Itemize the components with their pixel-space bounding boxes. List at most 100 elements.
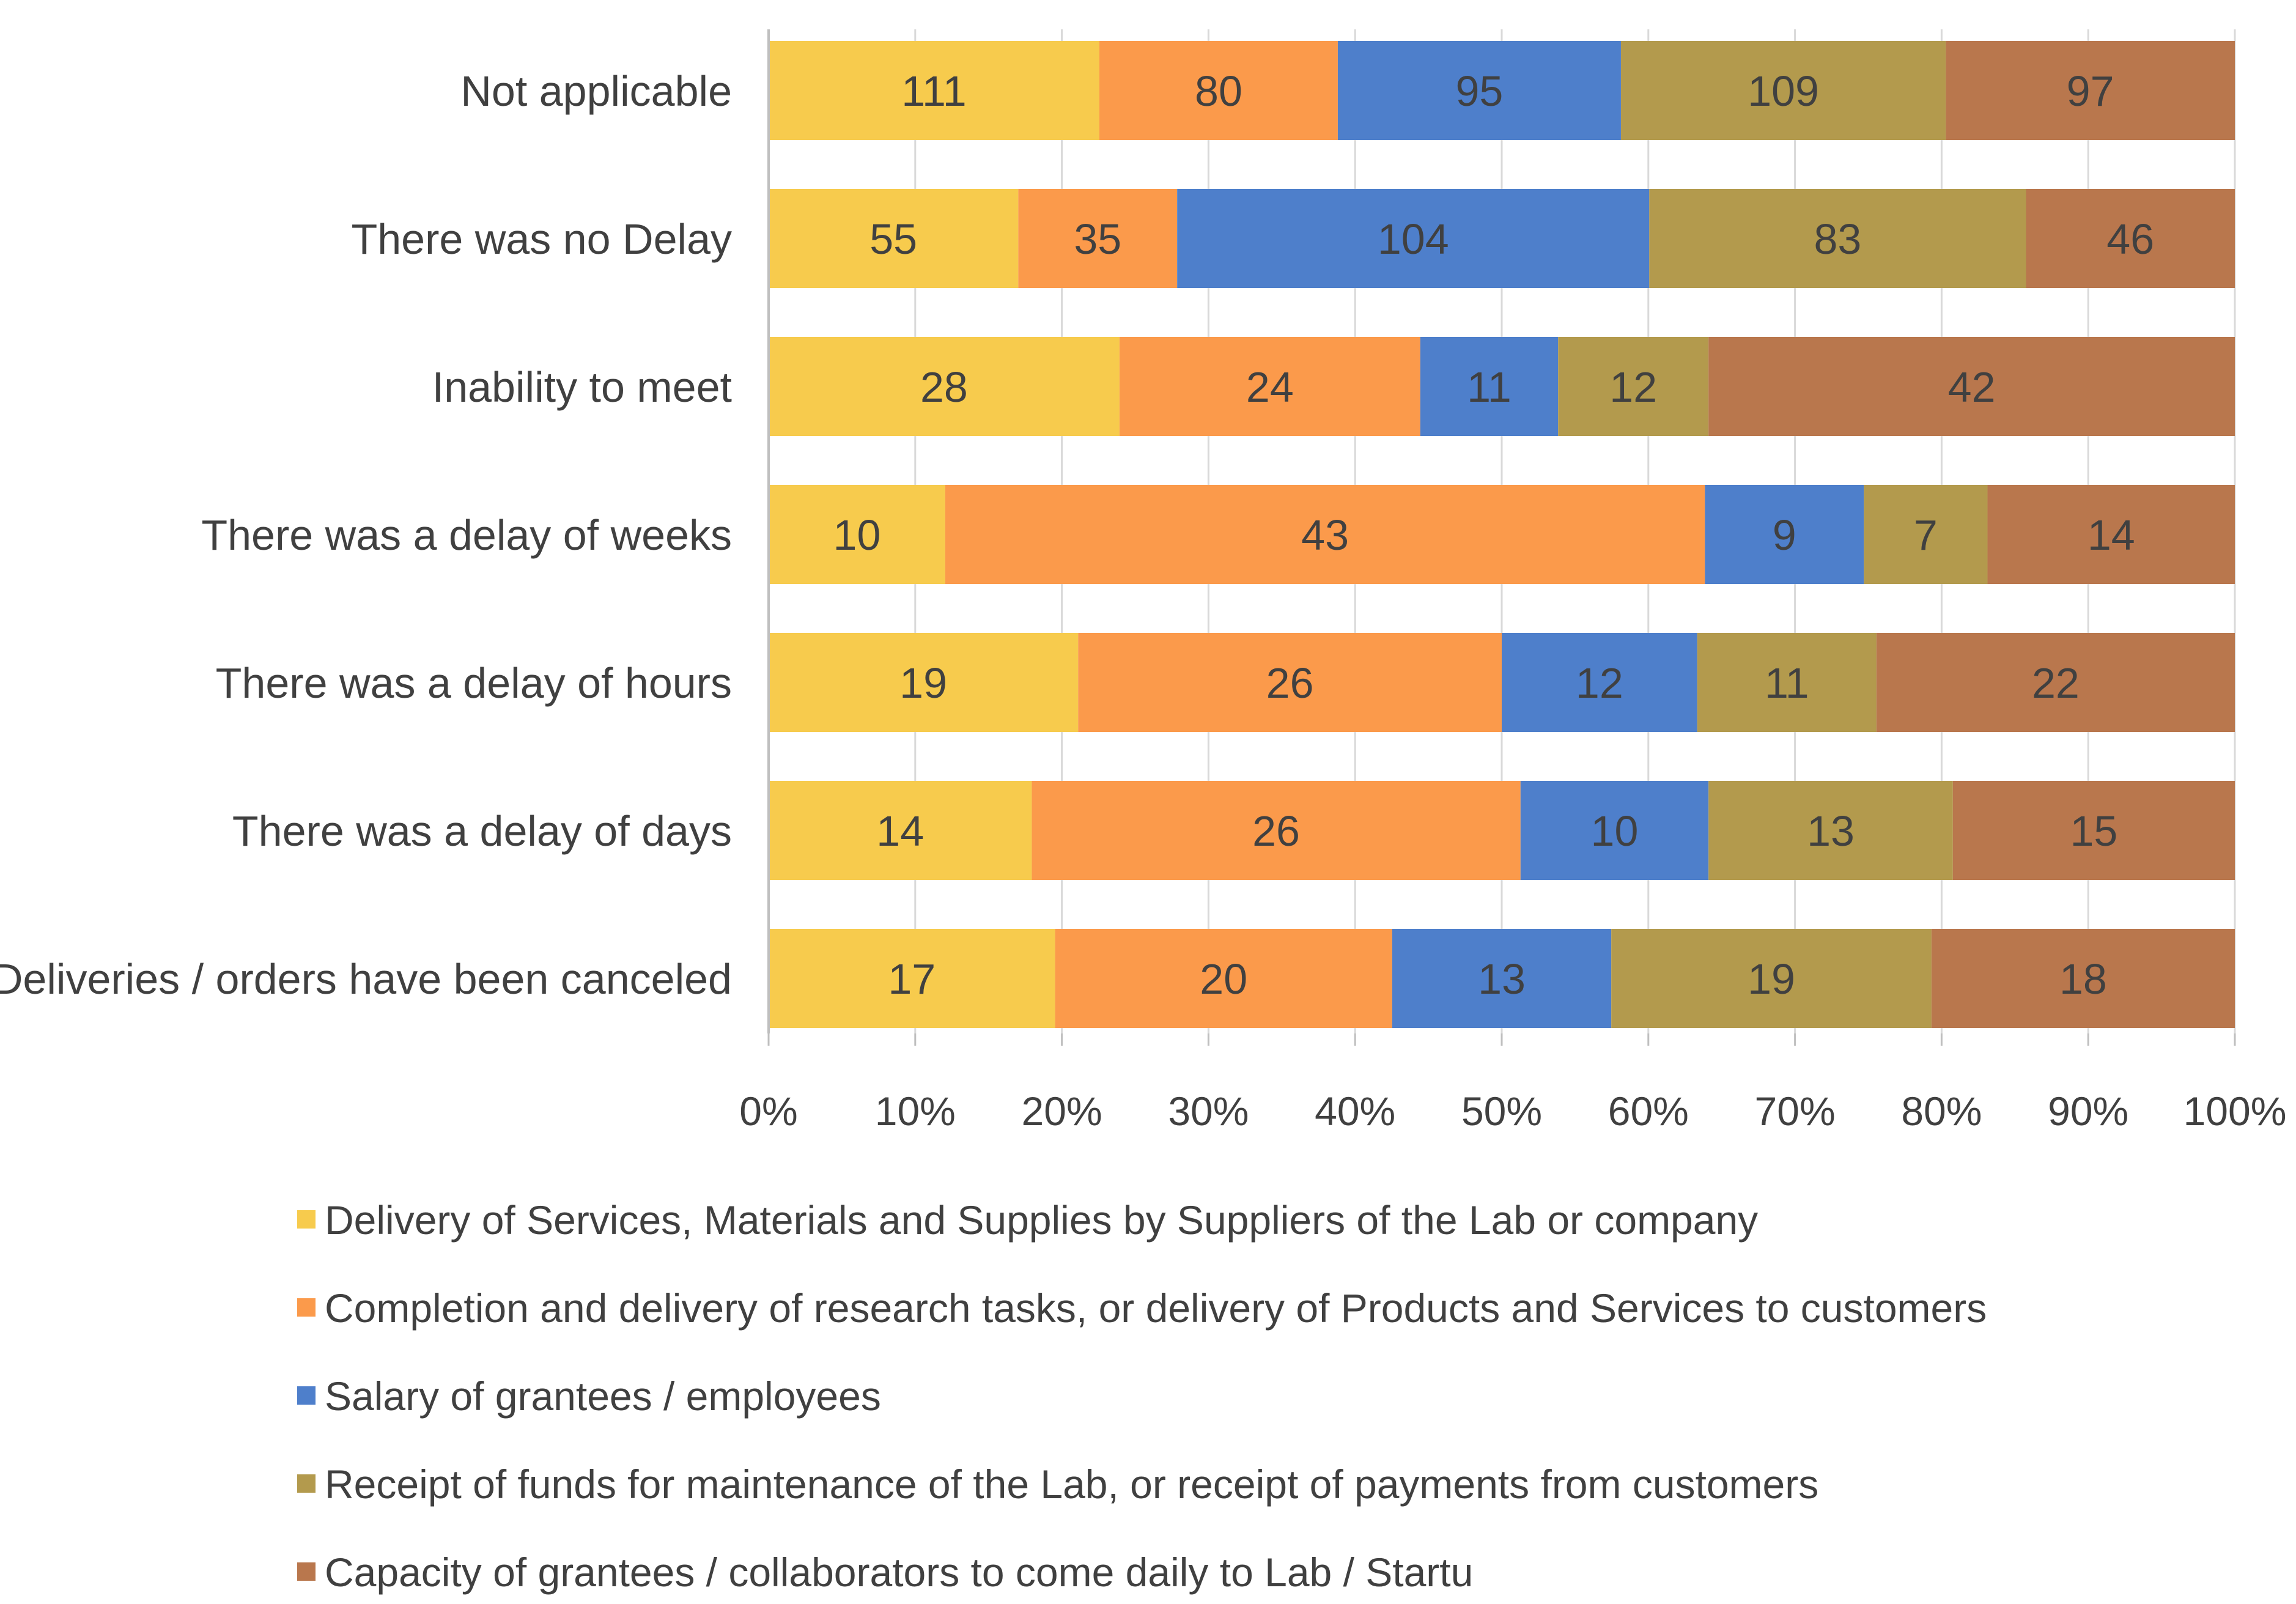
data-label: 80 [1195, 67, 1242, 115]
bar-segment [1708, 781, 1953, 880]
bar-segment [1987, 485, 2235, 584]
data-label: 18 [2059, 955, 2107, 1003]
x-tick-label: 80% [1901, 1088, 1982, 1134]
legend-swatch [297, 1298, 316, 1317]
data-label: 14 [2087, 511, 2135, 559]
bar-segment [1337, 41, 1621, 140]
bar-segment [769, 337, 1120, 436]
bar-segment [769, 485, 945, 584]
legend-swatch [297, 1210, 316, 1229]
bar-segment [1705, 485, 1864, 584]
data-label: 43 [1301, 511, 1349, 559]
category-label: Deliveries / orders have been canceled [0, 955, 732, 1003]
legend: Delivery of Services, Materials and Supp… [297, 1197, 1987, 1595]
bar-segment [1520, 781, 1709, 880]
data-label: 13 [1478, 955, 1526, 1003]
bar-segment [1502, 633, 1697, 732]
data-label: 13 [1807, 807, 1855, 855]
data-label: 11 [1765, 659, 1809, 707]
data-label: 19 [1748, 955, 1795, 1003]
data-label: 9 [1773, 511, 1796, 559]
bar-segment [1708, 337, 2235, 436]
x-tick-label: 60% [1608, 1088, 1689, 1134]
x-tick-label: 50% [1461, 1088, 1542, 1134]
bar-segment [1946, 41, 2235, 140]
bar-segment [1032, 781, 1521, 880]
legend-label: Completion and delivery of research task… [325, 1285, 1987, 1331]
data-label: 11 [1467, 363, 1512, 411]
bar-segment [769, 781, 1032, 880]
data-label: 10 [1591, 807, 1639, 855]
category-label: Not applicable [460, 67, 732, 115]
bar-segment [1952, 781, 2235, 880]
x-tick-label: 30% [1168, 1088, 1249, 1134]
bar-segment [1055, 929, 1392, 1028]
data-label: 12 [1609, 363, 1657, 411]
category-label: Inability to meet [432, 363, 732, 411]
data-label: 26 [1266, 659, 1314, 707]
bar-segment [1099, 41, 1338, 140]
category-label: There was a delay of days [232, 807, 732, 855]
data-label: 17 [888, 955, 936, 1003]
bar-segment [1876, 633, 2235, 732]
bar-segment [1558, 337, 1709, 436]
data-label: 22 [2032, 659, 2080, 707]
bar-segment [769, 929, 1055, 1028]
bar-segment [1864, 485, 1988, 584]
bar-segment [1649, 189, 2026, 288]
data-label: 35 [1074, 215, 1121, 263]
x-tick-label: 90% [2048, 1088, 2128, 1134]
data-label: 46 [2106, 215, 2154, 263]
x-tick-label: 10% [875, 1088, 956, 1134]
data-label: 109 [1748, 67, 1819, 115]
bar-segment [1420, 337, 1559, 436]
bar-segment [769, 189, 1019, 288]
legend-swatch [297, 1562, 316, 1581]
axes: 0% 10% 20% 30% 40% 50% 60% 70% 80% 90% 100% Not app… [0, 29, 2286, 1134]
data-label: 12 [1576, 659, 1623, 707]
bar-segment [2026, 189, 2235, 288]
data-label: 7 [1914, 511, 1938, 559]
bar-segment [1078, 633, 1502, 732]
category-label: There was no Delay [351, 215, 732, 263]
data-label: 111 [901, 67, 966, 115]
x-tick-label: 100% [2183, 1088, 2287, 1134]
legend-label: Delivery of Services, Materials and Supp… [325, 1197, 1758, 1243]
x-tick-label: 0% [739, 1088, 797, 1134]
category-label: There was a delay of hours [216, 659, 732, 707]
data-label: 10 [833, 511, 881, 559]
bar-segment [1620, 41, 1946, 140]
legend-swatch [297, 1474, 316, 1493]
bar-segment [1697, 633, 1877, 732]
data-label: 28 [920, 363, 968, 411]
bar-segment [769, 633, 1079, 732]
bar-segment [1931, 929, 2235, 1028]
x-tick-label: 20% [1022, 1088, 1102, 1134]
data-label: 26 [1252, 807, 1300, 855]
bar-segment [1119, 337, 1420, 436]
bar-segment [769, 41, 1100, 140]
legend-swatch [297, 1386, 316, 1405]
data-label: 55 [869, 215, 917, 263]
data-label: 24 [1246, 363, 1294, 411]
data-label: 15 [2070, 807, 2117, 855]
data-label: 95 [1456, 67, 1504, 115]
data-label: 42 [1948, 363, 1996, 411]
category-label: There was a delay of weeks [201, 511, 732, 559]
legend-label: Salary of grantees / employees [325, 1373, 881, 1419]
data-label: 19 [899, 659, 947, 707]
legend-label: Capacity of grantees / collaborators to … [325, 1550, 1473, 1595]
bar-segment [1018, 189, 1178, 288]
data-label: 83 [1814, 215, 1861, 263]
x-tick-label: 70% [1755, 1088, 1836, 1134]
data-label: 14 [876, 807, 924, 855]
data-label: 20 [1200, 955, 1247, 1003]
bar-segment [1177, 189, 1650, 288]
data-label: 97 [2067, 67, 2114, 115]
bar-segment [1611, 929, 1932, 1028]
data-label: 104 [1378, 215, 1449, 263]
x-tick-label: 40% [1315, 1088, 1395, 1134]
